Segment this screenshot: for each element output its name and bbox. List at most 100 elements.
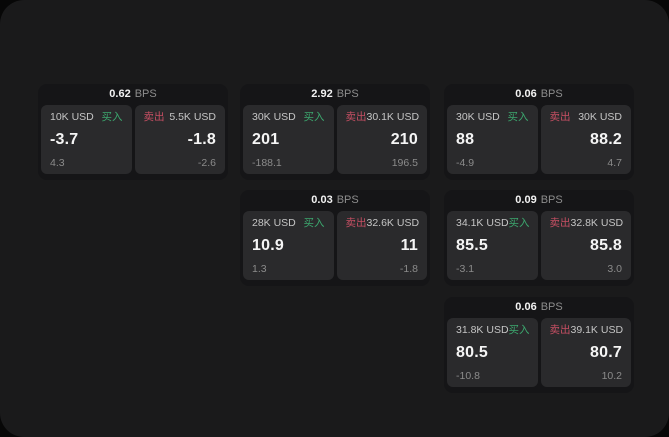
buy-panel-header: 30K USD 买入 [456,112,529,123]
card-header: 0.06 BPS [447,84,631,105]
sell-sub-value: 196.5 [391,156,418,169]
buy-sub-value: -4.9 [456,156,475,169]
buy-sub-value: -188.1 [252,156,282,169]
bps-unit-label: BPS [336,194,359,206]
buy-size-label: 31.8K USD [456,324,509,336]
card-header: 0.62 BPS [41,84,225,105]
sell-size-label: 30K USD [578,111,622,123]
buy-price: 80.5 [456,344,488,361]
buy-sub-value: 4.3 [50,156,65,169]
sell-price: 210 [390,131,418,148]
quote-panels: 31.8K USD 买入 80.5 -10.8 卖出 39.1K USD 80.… [447,318,631,387]
sell-size-label: 32.6K USD [366,217,420,229]
quote-panels: 30K USD 买入 88 -4.9 卖出 30K USD 88.2 4.7 [447,105,631,174]
buy-panel-header: 34.1K USD 买入 [456,217,530,229]
sell-panel-header: 卖出 5.5K USD [144,112,217,123]
sell-price: 80.7 [590,344,622,361]
buy-panel[interactable]: 10K USD 买入 -3.7 4.3 [41,105,132,174]
sell-panel-header: 卖出 32.6K USD [345,217,420,229]
quote-card: 2.92 BPS 30K USD 买入 201 -188.1 卖出 30.1K … [240,84,430,180]
quote-card: 0.03 BPS 28K USD 买入 10.9 1.3 卖出 32.6K US… [240,190,430,286]
sell-sub-value: -1.8 [399,262,418,275]
card-header: 0.03 BPS [243,190,427,211]
bps-unit-label: BPS [336,88,359,100]
bps-unit-label: BPS [540,194,563,206]
buy-size-label: 30K USD [252,111,296,123]
sell-size-label: 32.8K USD [570,217,624,229]
sell-panel[interactable]: 卖出 39.1K USD 80.7 10.2 [540,318,631,387]
quote-panels: 34.1K USD 买入 85.5 -3.1 卖出 32.8K USD 85.8… [447,211,631,280]
bps-unit-label: BPS [540,88,563,100]
buy-size-label: 34.1K USD [456,217,509,229]
sell-panel[interactable]: 卖出 5.5K USD -1.8 -2.6 [134,105,225,174]
sell-sub-value: -2.6 [197,156,216,169]
buy-panel-header: 31.8K USD 买入 [456,324,530,336]
sell-panel[interactable]: 卖出 30K USD 88.2 4.7 [540,105,631,174]
buy-panel[interactable]: 31.8K USD 买入 80.5 -10.8 [447,318,538,387]
bps-spread-value: 0.62 [109,88,131,100]
buy-panel[interactable]: 34.1K USD 买入 85.5 -3.1 [447,211,538,280]
buy-price: 201 [252,131,280,148]
buy-size-label: 28K USD [252,217,296,229]
buy-size-label: 30K USD [456,111,500,123]
sell-sub-value: 4.7 [607,156,622,169]
bps-spread-value: 0.06 [515,301,537,313]
sell-price: 88.2 [590,131,622,148]
sell-panel-header: 卖出 32.8K USD [549,217,624,229]
sell-panel-header: 卖出 39.1K USD [549,324,624,336]
sell-panel-header: 卖出 30.1K USD [345,111,420,123]
buy-sub-value: -3.1 [456,262,475,275]
buy-price: 88 [456,131,475,148]
quote-panels: 30K USD 买入 201 -188.1 卖出 30.1K USD 210 1… [243,105,427,174]
card-header: 2.92 BPS [243,84,427,105]
sell-price: 11 [400,237,418,254]
buy-side-tag: 买入 [303,111,325,123]
sell-panel[interactable]: 卖出 32.8K USD 85.8 3.0 [540,211,631,280]
bps-spread-value: 2.92 [311,88,333,100]
sell-side-tag: 卖出 [549,324,571,336]
sell-panel[interactable]: 卖出 30.1K USD 210 196.5 [336,105,427,174]
quote-card: 0.06 BPS 31.8K USD 买入 80.5 -10.8 卖出 39.1… [444,297,634,393]
card-header: 0.06 BPS [447,297,631,318]
quote-card: 0.62 BPS 10K USD 买入 -3.7 4.3 卖出 5.5K USD… [38,84,228,180]
sell-side-tag: 卖出 [143,111,165,123]
quote-panels: 28K USD 买入 10.9 1.3 卖出 32.6K USD 11 -1.8 [243,211,427,280]
sell-sub-value: 3.0 [607,262,622,275]
sell-side-tag: 卖出 [549,111,571,123]
sell-side-tag: 卖出 [549,217,571,229]
buy-price: -3.7 [50,131,79,148]
bps-unit-label: BPS [134,88,157,100]
bps-spread-value: 0.06 [515,88,537,100]
sell-panel[interactable]: 卖出 32.6K USD 11 -1.8 [336,211,427,280]
buy-side-tag: 买入 [303,217,325,229]
buy-panel[interactable]: 30K USD 买入 201 -188.1 [243,105,334,174]
sell-sub-value: 10.2 [601,369,622,382]
quote-panels: 10K USD 买入 -3.7 4.3 卖出 5.5K USD -1.8 -2.… [41,105,225,174]
sell-side-tag: 卖出 [345,111,367,123]
buy-panel-header: 28K USD 买入 [252,218,325,229]
buy-price: 10.9 [252,237,284,254]
buy-panel-header: 10K USD 买入 [50,112,123,123]
sell-size-label: 30.1K USD [366,111,420,123]
buy-sub-value: -10.8 [456,369,480,382]
bps-spread-value: 0.03 [311,194,333,206]
buy-panel-header: 30K USD 买入 [252,112,325,123]
buy-side-tag: 买入 [508,324,530,336]
sell-size-label: 39.1K USD [570,324,624,336]
buy-price: 85.5 [456,237,488,254]
sell-size-label: 5.5K USD [169,111,216,123]
bps-spread-value: 0.09 [515,194,537,206]
card-header: 0.09 BPS [447,190,631,211]
bps-unit-label: BPS [540,301,563,313]
buy-size-label: 10K USD [50,111,94,123]
buy-sub-value: 1.3 [252,262,267,275]
buy-side-tag: 买入 [507,111,529,123]
buy-panel[interactable]: 30K USD 买入 88 -4.9 [447,105,538,174]
quote-card: 0.06 BPS 30K USD 买入 88 -4.9 卖出 30K USD 8… [444,84,634,180]
buy-side-tag: 买入 [101,111,123,123]
sell-side-tag: 卖出 [345,217,367,229]
buy-panel[interactable]: 28K USD 买入 10.9 1.3 [243,211,334,280]
sell-panel-header: 卖出 30K USD [550,112,623,123]
sell-price: 85.8 [590,237,622,254]
